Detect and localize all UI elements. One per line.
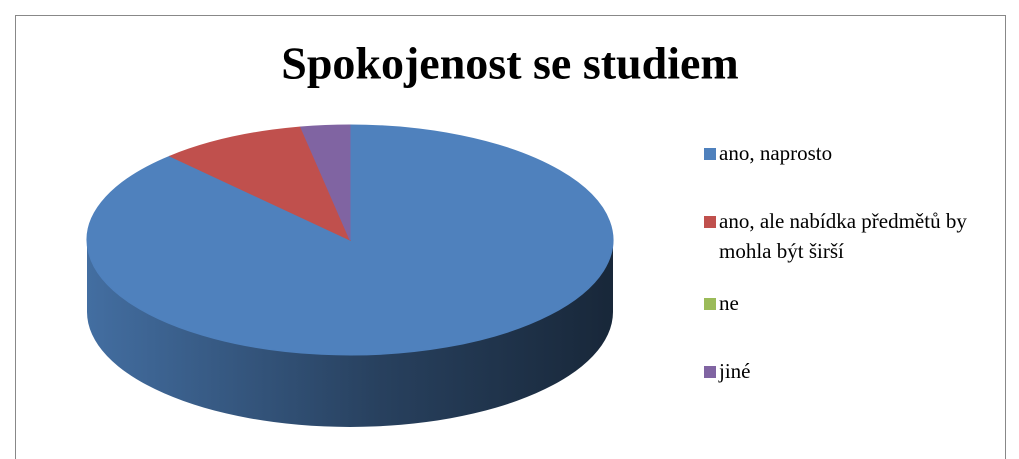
legend-swatch <box>704 148 716 160</box>
chart-title: Spokojenost se studiem <box>281 38 739 89</box>
legend-swatch <box>704 298 716 310</box>
pie-side <box>87 240 613 427</box>
pie-slice <box>168 126 351 242</box>
pie-slice <box>86 124 614 356</box>
legend-item: ne <box>704 288 1019 318</box>
legend-item: ano, naprosto <box>704 138 1019 168</box>
legend-swatch <box>704 216 716 228</box>
legend-label: ano, ale nabídka předmětů by mohla být š… <box>719 209 967 263</box>
pie-slice <box>299 124 351 241</box>
legend-item: jiné <box>704 356 1019 386</box>
legend-swatch <box>704 366 716 378</box>
legend-label: jiné <box>719 359 751 383</box>
legend-label: ano, naprosto <box>719 141 833 165</box>
legend-item: ano, ale nabídka předmětů by mohla být š… <box>704 206 1019 266</box>
legend-label: ne <box>719 291 739 315</box>
